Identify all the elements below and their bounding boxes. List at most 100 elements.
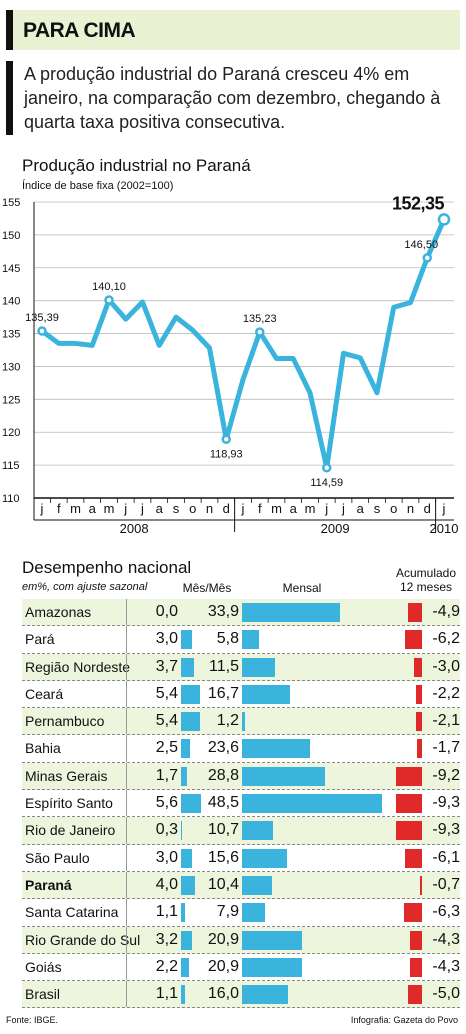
row-mes-mes-value: 5,4 [155, 684, 178, 702]
row-acumulado-value: -6,2 [432, 630, 460, 648]
row-mes-mes-bar [181, 985, 185, 1005]
row-mes-mes-bar [181, 957, 189, 977]
row-mensal-bar [242, 930, 303, 950]
x-tick-label: m [70, 501, 81, 516]
x-tick-label: j [140, 501, 144, 516]
table-row: Brasil 1,1 16,0 -5,0 [22, 981, 460, 1009]
line-chart-title: Produção industrial no Paraná [22, 156, 251, 175]
row-separator [126, 762, 127, 790]
row-acumulado-value: -6,1 [432, 848, 460, 866]
row-acumulado-bar [396, 821, 422, 841]
row-mensal-value: 1,2 [216, 712, 239, 730]
row-acumulado-bar [396, 794, 422, 814]
row-acumulado-bar [404, 848, 422, 868]
row-separator [126, 844, 127, 871]
row-acumulado-value: -0,7 [432, 875, 460, 893]
x-tick-label: a [357, 501, 365, 516]
column-header-mensal: Mensal [282, 581, 322, 595]
data-point-marker [37, 326, 47, 336]
data-point-marker [322, 463, 332, 473]
row-mensal-bar [242, 848, 288, 868]
x-tick-label: j [442, 501, 446, 516]
x-tick-label: n [407, 501, 414, 516]
row-mensal-value: 15,6 [207, 848, 239, 866]
data-point-marker [221, 434, 231, 445]
row-mensal-value: 11,5 [209, 657, 239, 675]
row-mensal-value: 16,0 [207, 985, 239, 1003]
row-acumulado-value: -5,0 [432, 985, 460, 1003]
table-row: Amazonas 0,0 33,9 -4,9 [22, 599, 460, 627]
x-tick-label: a [290, 501, 298, 516]
row-mensal-bar [242, 684, 291, 704]
row-acumulado-bar [416, 712, 422, 732]
table-row: Bahia 2,5 23,6 -1,7 [22, 735, 460, 763]
table-row: Espírito Santo 5,6 48,5 -9,3 [22, 790, 460, 818]
table-row: Pernambuco 5,4 1,2 -2,1 [22, 708, 460, 736]
x-tick-label: m [104, 501, 115, 516]
row-mensal-bar [242, 794, 382, 814]
row-acumulado-bar [409, 957, 422, 977]
row-acumulado-bar [417, 739, 422, 759]
data-label: 146,50 [404, 239, 438, 251]
row-mensal-value: 10,7 [207, 821, 239, 839]
table-title: Desempenho nacional [22, 558, 192, 577]
row-mes-mes-bar [181, 875, 196, 895]
row-mensal-bar [242, 957, 303, 977]
data-label: 135,39 [25, 312, 59, 324]
row-mensal-value: 16,7 [207, 684, 239, 702]
table-row: Rio de Janeiro 0,3 10,7 -9,3 [22, 817, 460, 845]
row-mes-mes-value: 2,5 [155, 739, 178, 757]
row-mes-mes-bar [181, 684, 201, 704]
row-separator [126, 680, 127, 708]
column-header-acumulado: Acumulado 12 meses [395, 566, 457, 594]
x-tick-label: s [173, 501, 180, 516]
row-mes-mes-bar [181, 766, 188, 786]
row-acumulado-value: -3,0 [432, 657, 460, 675]
row-mes-mes-bar [181, 794, 201, 814]
data-label: 152,35 [392, 193, 445, 213]
y-tick-label: 140 [2, 296, 20, 308]
x-tick-label: o [390, 501, 397, 516]
data-label: 118,93 [210, 448, 243, 460]
year-label: 2008 [120, 521, 149, 536]
row-mensal-bar [242, 739, 311, 759]
row-mes-mes-value: 5,4 [155, 712, 178, 730]
row-mes-mes-value: 3,0 [155, 848, 178, 866]
x-tick-label: d [223, 501, 230, 516]
y-tick-label: 125 [2, 394, 20, 406]
row-mensal-bar [242, 630, 259, 650]
row-separator [126, 926, 127, 953]
row-mensal-bar [242, 657, 276, 677]
row-state-name: Rio de Janeiro [25, 822, 116, 839]
table-row: Minas Gerais 1,7 28,8 -9,2 [22, 762, 460, 791]
row-acumulado-value: -9,3 [432, 794, 460, 812]
row-mensal-bar [242, 712, 246, 732]
table-row: Rio Grande do Sul 3,2 20,9 -4,3 [22, 926, 460, 954]
table-row: São Paulo 3,0 15,6 -6,1 [22, 844, 460, 872]
row-mensal-bar [242, 766, 326, 786]
x-tick-label: j [324, 501, 328, 516]
row-acumulado-bar [413, 657, 422, 677]
row-acumulado-value: -9,2 [432, 766, 460, 784]
row-state-name: Ceará [25, 685, 64, 702]
row-mes-mes-value: 5,6 [155, 794, 178, 812]
row-mensal-value: 10,4 [207, 875, 239, 893]
row-mensal-value: 20,9 [207, 957, 239, 975]
x-tick-label: m [305, 501, 316, 516]
row-state-name: Região Nordeste [25, 658, 131, 675]
row-mensal-value: 33,9 [207, 603, 239, 620]
table-row: Santa Catarina 1,1 7,9 -6,3 [22, 899, 460, 927]
row-mes-mes-value: 3,7 [155, 657, 178, 675]
row-acumulado-value: -4,3 [432, 957, 460, 975]
x-tick-label: j [40, 501, 44, 516]
row-mensal-bar [242, 603, 340, 622]
series-line [39, 216, 447, 471]
row-mes-mes-bar [181, 657, 195, 677]
row-mes-mes-bar [181, 739, 190, 759]
row-acumulado-bar [415, 684, 422, 704]
y-tick-label: 115 [2, 460, 20, 472]
row-acumulado-value: -4,9 [432, 603, 460, 620]
intro-text: A produção industrial do Paraná cresceu … [24, 64, 441, 132]
y-tick-label: 155 [2, 197, 20, 209]
